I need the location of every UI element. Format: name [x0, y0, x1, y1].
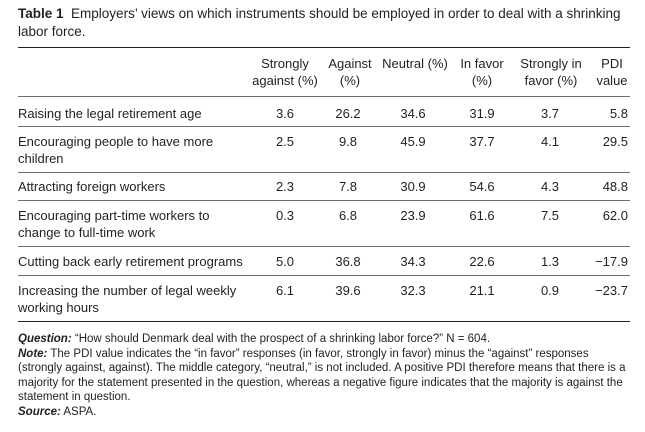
cell-in-favor: 22.6	[469, 254, 495, 269]
cell-neutral: 45.9	[400, 134, 426, 149]
cell-strongly-in-favor: 7.5	[540, 208, 560, 223]
bottom-rule	[18, 321, 630, 322]
question-text: “How should Denmark deal with the prospe…	[74, 333, 491, 345]
cell-pdi: 5.8	[609, 106, 628, 121]
cell-strongly-against: 6.1	[275, 283, 295, 298]
cell-neutral: 34.6	[400, 106, 426, 121]
cell-pdi: −17.9	[595, 254, 628, 269]
cell-strongly-against: 5.0	[275, 254, 295, 269]
row-rule	[18, 126, 630, 127]
header-rule	[18, 96, 630, 97]
cell-strongly-against: 0.3	[275, 208, 295, 223]
cell-in-favor: 61.6	[469, 208, 495, 223]
note-text: The PDI value indicates the “in favor” r…	[18, 347, 626, 404]
row-rule	[18, 200, 630, 201]
row-label: Encouraging people to have more children	[18, 134, 214, 166]
cell-neutral: 34.3	[400, 254, 426, 269]
cell-neutral: 30.9	[400, 179, 426, 194]
note-label: Note:	[18, 347, 48, 360]
cell-against: 9.8	[338, 134, 358, 149]
cell-in-favor: 54.6	[469, 179, 495, 194]
cell-against: 26.2	[335, 106, 361, 121]
source-text: ASPA.	[63, 405, 97, 418]
cell-in-favor: 37.7	[469, 134, 495, 149]
row-rule	[18, 172, 630, 173]
cell-against: 39.6	[335, 283, 361, 298]
question-note: Question: “How should Denmark deal with …	[18, 332, 633, 347]
row-rule	[18, 275, 630, 276]
source-label: Source:	[18, 405, 61, 418]
cell-strongly-against: 3.6	[275, 106, 295, 121]
header-strongly-against: Strongly against (%)	[252, 56, 318, 88]
cell-pdi: −23.7	[595, 283, 628, 298]
header-in-favor: In favor (%)	[460, 56, 504, 88]
header-pdi-value: PDI value	[596, 56, 628, 88]
row-label: Raising the legal retirement age	[18, 106, 202, 121]
cell-in-favor: 31.9	[469, 106, 495, 121]
row-label: Encouraging part-time workers to change …	[18, 208, 210, 240]
header-against: Against (%)	[328, 56, 372, 88]
cell-against: 36.8	[335, 254, 361, 269]
row-label: Attracting foreign workers	[18, 179, 166, 194]
cell-strongly-in-favor: 4.1	[540, 134, 560, 149]
row-rule	[18, 246, 630, 247]
row-label: Increasing the number of legal weekly wo…	[18, 283, 237, 315]
cell-strongly-against: 2.3	[275, 179, 295, 194]
table-caption: Table 1 Employers’ views on which instru…	[18, 5, 633, 41]
cell-pdi: 29.5	[602, 134, 628, 149]
cell-neutral: 23.9	[400, 208, 426, 223]
cell-pdi: 62.0	[602, 208, 628, 223]
cell-strongly-in-favor: 3.7	[540, 106, 560, 121]
cell-strongly-in-favor: 4.3	[540, 179, 560, 194]
row-label: Cutting back early retirement programs	[18, 254, 243, 269]
caption-label: Table 1	[18, 6, 64, 21]
source-note: Source: ASPA.	[18, 405, 633, 420]
caption-text: Employers’ views on which instruments sh…	[18, 6, 621, 39]
table-notes: Question: “How should Denmark deal with …	[18, 332, 633, 419]
cell-strongly-in-favor: 1.3	[540, 254, 560, 269]
cell-in-favor: 21.1	[469, 283, 495, 298]
note-paragraph: Note: The PDI value indicates the “in fa…	[18, 347, 633, 405]
cell-against: 7.8	[338, 179, 358, 194]
header-neutral: Neutral (%)	[382, 56, 448, 71]
question-label: Question:	[18, 333, 72, 345]
header-strongly-in-favor: Strongly in favor (%)	[520, 56, 582, 88]
cell-pdi: 48.8	[602, 179, 628, 194]
cell-strongly-against: 2.5	[275, 134, 295, 149]
top-rule	[18, 47, 630, 48]
cell-against: 6.8	[338, 208, 358, 223]
cell-neutral: 32.3	[400, 283, 426, 298]
cell-strongly-in-favor: 0.9	[540, 283, 560, 298]
